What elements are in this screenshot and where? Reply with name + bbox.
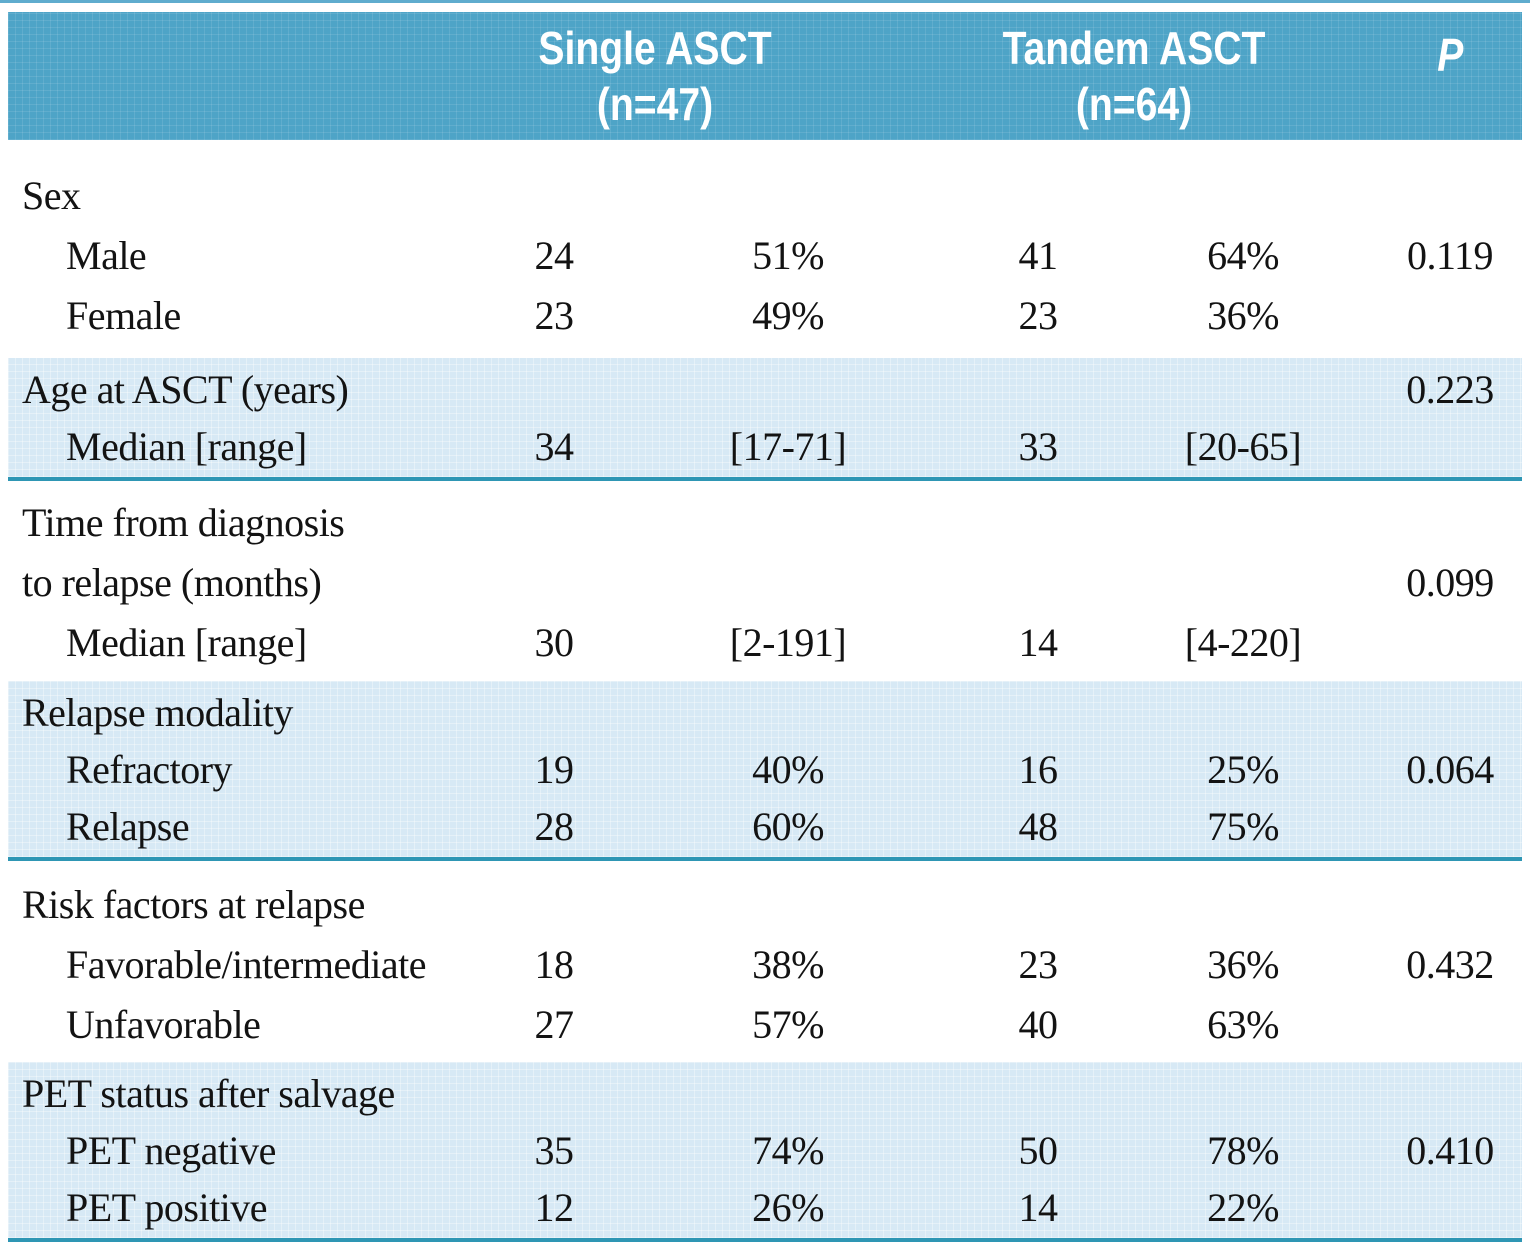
table-row-pet-status-after-salvage: PET status after salvage: [8, 1065, 1522, 1122]
cell-single-percent: [17-71]: [729, 423, 847, 469]
cell-tandem-count: 14: [1018, 1184, 1059, 1230]
top-rule: [0, 0, 1530, 3]
cell-tandem-percent: [20-65]: [1184, 423, 1302, 469]
single-asct-label: Single ASCT: [538, 22, 772, 74]
column-header-p-value: P: [1378, 12, 1522, 140]
row-label: Unfavorable: [66, 1002, 261, 1047]
row-label: Time from diagnosis: [22, 500, 345, 545]
cell-tandem-percent: 75%: [1207, 803, 1279, 849]
cell-p-value: 0.432: [1406, 942, 1494, 987]
table-row-median-range: Median [range] 34 [17-71] 33 [20-65]: [8, 418, 1522, 475]
table-row-relapse-modality: Relapse modality: [8, 684, 1522, 741]
cell-tandem-percent: 63%: [1207, 1002, 1279, 1047]
cell-single-count: 24: [534, 233, 575, 278]
cell-single-count: 23: [534, 293, 575, 338]
row-label: to relapse (months): [22, 560, 322, 605]
cell-single-count: 30: [534, 620, 575, 665]
cell-tandem-count: 23: [1018, 942, 1059, 987]
table-row-time-from-diagnosis: Time from diagnosis: [8, 493, 1522, 553]
table-row-to-relapse-months: to relapse (months) 0.099: [8, 553, 1522, 613]
row-label: Male: [66, 233, 147, 278]
cell-p-value: 0.064: [1406, 746, 1494, 792]
cell-single-count: 27: [534, 1002, 575, 1047]
cell-p-value: 0.410: [1406, 1127, 1494, 1173]
tandem-asct-n: (n=64): [1075, 78, 1193, 130]
cell-single-percent: [2-191]: [729, 620, 847, 665]
cell-tandem-count: 33: [1018, 423, 1059, 469]
section-time-to-relapse: Time from diagnosis to relapse (months) 0.…: [8, 481, 1522, 681]
cell-single-count: 28: [534, 803, 575, 849]
section-sex: Sex Male 24 51% 41 64% 0.119 Female 23 49% 23 36%: [8, 140, 1522, 358]
cell-single-count: 12: [534, 1184, 575, 1230]
section-relapse-modality: Relapse modality Refractory 19 40% 16 25% 0.06…: [8, 681, 1522, 861]
column-header-tandem-asct: Tandem ASCT (n=64): [968, 12, 1378, 140]
row-label: Favorable/intermediate: [66, 942, 426, 987]
row-label: Relapse modality: [22, 689, 293, 735]
cell-tandem-count: 41: [1018, 233, 1059, 278]
section-pet-status: PET status after salvage PET negative 35 74…: [8, 1062, 1522, 1242]
p-value-label: P: [1436, 29, 1464, 81]
row-label: Age at ASCT (years): [22, 366, 349, 412]
cell-single-percent: 40%: [752, 746, 824, 792]
cell-p-value: 0.223: [1406, 366, 1494, 412]
cell-single-percent: 49%: [752, 293, 824, 338]
cell-tandem-count: 48: [1018, 803, 1059, 849]
cell-tandem-percent: 78%: [1207, 1127, 1279, 1173]
cell-tandem-percent: 36%: [1207, 942, 1279, 987]
table-body: Sex Male 24 51% 41 64% 0.119 Female 23 49% 23 36% Ag…: [8, 140, 1522, 1242]
header-label-spacer: [8, 12, 500, 140]
cell-single-percent: 51%: [752, 233, 824, 278]
cell-single-count: 34: [534, 423, 575, 469]
cell-tandem-count: 16: [1018, 746, 1059, 792]
row-label: Risk factors at relapse: [22, 882, 365, 927]
row-label: Refractory: [66, 746, 233, 792]
row-label: PET negative: [66, 1127, 276, 1173]
table-row-pet-negative: PET negative 35 74% 50 78% 0.410: [8, 1122, 1522, 1179]
row-label: Sex: [22, 173, 81, 218]
table-row-unfavorable: Unfavorable 27 57% 40 63%: [8, 995, 1522, 1055]
cell-tandem-percent: 22%: [1207, 1184, 1279, 1230]
row-label: Median [range]: [66, 620, 307, 665]
cell-single-count: 19: [534, 746, 575, 792]
table-row-sex: Sex: [8, 166, 1522, 226]
cell-single-percent: 26%: [752, 1184, 824, 1230]
baseline-characteristics-table: Single ASCT (n=47) Tandem ASCT (n=64) P …: [8, 12, 1522, 1242]
row-label: Female: [66, 293, 181, 338]
cell-single-percent: 57%: [752, 1002, 824, 1047]
cell-tandem-count: 50: [1018, 1127, 1059, 1173]
cell-single-percent: 60%: [752, 803, 824, 849]
row-label: PET status after salvage: [22, 1070, 395, 1116]
row-label: PET positive: [66, 1184, 268, 1230]
table-row-age-at-asct-years: Age at ASCT (years) 0.223: [8, 361, 1522, 418]
section-age-at-asct: Age at ASCT (years) 0.223 Median [range] 34…: [8, 358, 1522, 481]
cell-tandem-percent: 36%: [1207, 293, 1279, 338]
table-row-pet-positive: PET positive 12 26% 14 22%: [8, 1179, 1522, 1236]
table-row-favorable-intermediate: Favorable/intermediate 18 38% 23 36% 0.432: [8, 935, 1522, 995]
row-label: Median [range]: [66, 423, 307, 469]
cell-tandem-percent: 64%: [1207, 233, 1279, 278]
cell-tandem-count: 40: [1018, 1002, 1059, 1047]
table-row-risk-factors-at-relapse: Risk factors at relapse: [8, 875, 1522, 935]
table-row-relapse: Relapse 28 60% 48 75%: [8, 798, 1522, 855]
table-row-refractory: Refractory 19 40% 16 25% 0.064: [8, 741, 1522, 798]
cell-p-value: 0.119: [1406, 233, 1494, 278]
cell-p-value: 0.099: [1406, 560, 1494, 605]
section-risk-factors: Risk factors at relapse Favorable/interme…: [8, 861, 1522, 1062]
cell-single-percent: 74%: [752, 1127, 824, 1173]
table-row-female: Female 23 49% 23 36%: [8, 286, 1522, 346]
tandem-asct-label: Tandem ASCT: [1002, 22, 1266, 74]
row-label: Relapse: [66, 803, 190, 849]
cell-tandem-percent: 25%: [1207, 746, 1279, 792]
cell-tandem-count: 23: [1018, 293, 1059, 338]
column-header-single-asct: Single ASCT (n=47): [500, 12, 968, 140]
cell-single-count: 18: [534, 942, 575, 987]
single-asct-n: (n=47): [596, 78, 714, 130]
table-header-row: Single ASCT (n=47) Tandem ASCT (n=64) P: [8, 12, 1522, 140]
cell-tandem-count: 14: [1018, 620, 1059, 665]
cell-single-count: 35: [534, 1127, 575, 1173]
table-row-median-range: Median [range] 30 [2-191] 14 [4-220]: [8, 613, 1522, 673]
cell-tandem-percent: [4-220]: [1184, 620, 1302, 665]
table-row-male: Male 24 51% 41 64% 0.119: [8, 226, 1522, 286]
cell-single-percent: 38%: [752, 942, 824, 987]
